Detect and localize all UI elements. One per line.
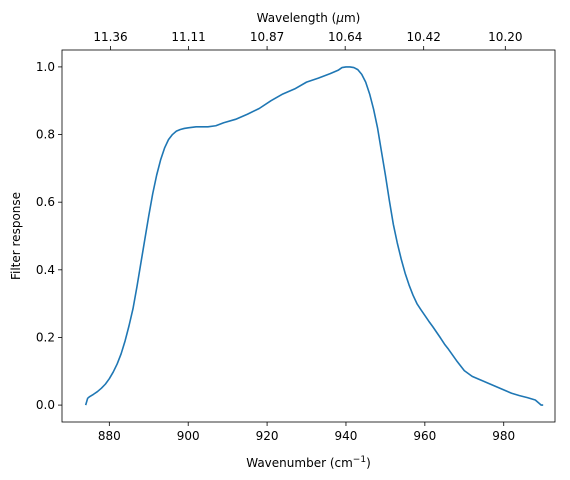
top-tick-label: 11.36: [93, 30, 127, 44]
x-tick-label: 980: [492, 429, 515, 443]
y-tick-label: 0.4: [36, 263, 55, 277]
y-tick-label: 1.0: [36, 60, 55, 74]
y-tick-label: 0.6: [36, 195, 55, 209]
plot-area: [61, 49, 556, 423]
x-tick-label: 880: [98, 429, 121, 443]
x-tick-label: 940: [335, 429, 358, 443]
filter-response-line: [84, 66, 544, 406]
top-tick-label: 11.11: [171, 30, 205, 44]
top-tick-label: 10.42: [406, 30, 440, 44]
x-axis: 880 900 920 940 960 980: [98, 422, 515, 443]
x-tick-label: 920: [256, 429, 279, 443]
top-tick-label: 10.87: [250, 30, 284, 44]
top-tick-label: 10.20: [488, 30, 522, 44]
y-axis-label: Filter response: [9, 192, 23, 280]
top-x-axis-label: Wavelength (μm): [257, 11, 361, 25]
x-axis-label: Wavenumber (cm−1): [246, 455, 371, 470]
y-tick-label: 0.8: [36, 128, 55, 142]
top-tick-label: 10.64: [328, 30, 362, 44]
axes-frame: [61, 49, 556, 423]
y-axis: 0.0 0.2 0.4 0.6 0.8 1.0: [36, 60, 62, 412]
x-tick-label: 900: [177, 429, 200, 443]
y-tick-label: 0.0: [36, 398, 55, 412]
y-tick-label: 0.2: [36, 330, 55, 344]
top-wavelength-axis: 11.36 11.11 10.87 10.64 10.42 10.20: [93, 30, 522, 50]
x-tick-label: 960: [413, 429, 436, 443]
